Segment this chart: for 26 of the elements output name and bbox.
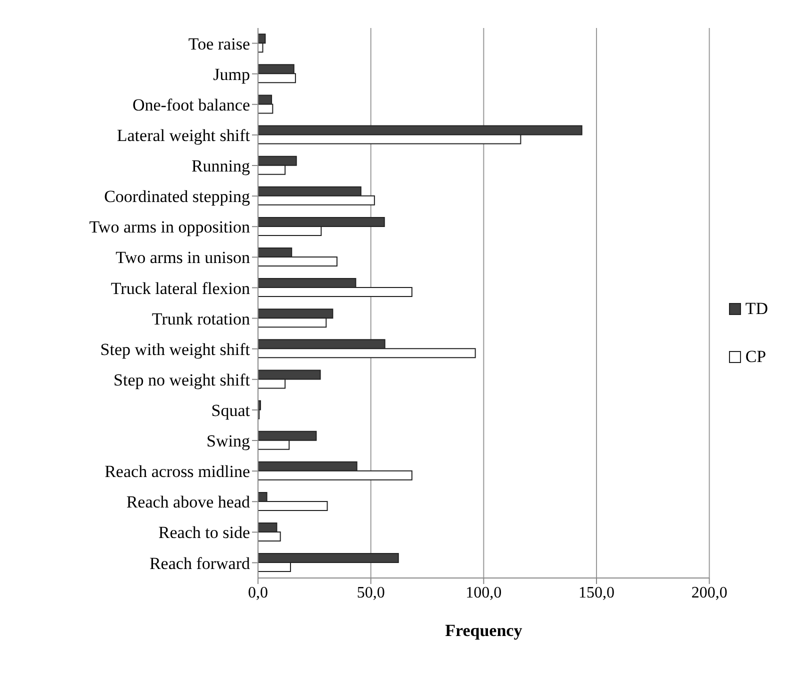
y-tick-label: Lateral weight shift [116, 126, 250, 145]
y-tick-label: Reach above head [126, 492, 250, 512]
y-tick-label: Truck lateral flexion [110, 278, 250, 298]
y-tick-label: Squat [211, 400, 250, 420]
legend-label: CP [745, 347, 766, 367]
x-tick-label: 200,0 [691, 584, 728, 602]
y-tick-label: Toe raise [188, 34, 250, 54]
x-tick-label: 150,0 [578, 584, 614, 602]
y-tick-label: Reach forward [149, 554, 250, 573]
y-tick-label: Reach across midline [104, 462, 250, 482]
y-tick-label: One-foot balance [132, 95, 250, 114]
x-axis-title: Frequency [445, 621, 523, 640]
y-tick-label: Coordinated stepping [104, 187, 250, 206]
y-tick-label: Running [191, 156, 250, 176]
y-tick-label: Reach to side [158, 523, 250, 542]
y-tick-label: Step no weight shift [114, 370, 250, 390]
x-tick-label: 100,0 [466, 584, 502, 602]
y-tick-label: Two arms in unison [116, 248, 250, 268]
legend-label: TD [745, 299, 768, 319]
x-tick-label: 0,0 [248, 584, 268, 602]
y-tick-label: Trunk rotation [152, 309, 250, 328]
y-tick-label: Step with weight shift [100, 340, 250, 359]
y-tick-label: Two arms in opposition [89, 218, 250, 237]
y-tick-label: Jump [213, 64, 250, 84]
x-tick-label: 50,0 [356, 584, 385, 602]
y-tick-label: Swing [206, 432, 250, 451]
